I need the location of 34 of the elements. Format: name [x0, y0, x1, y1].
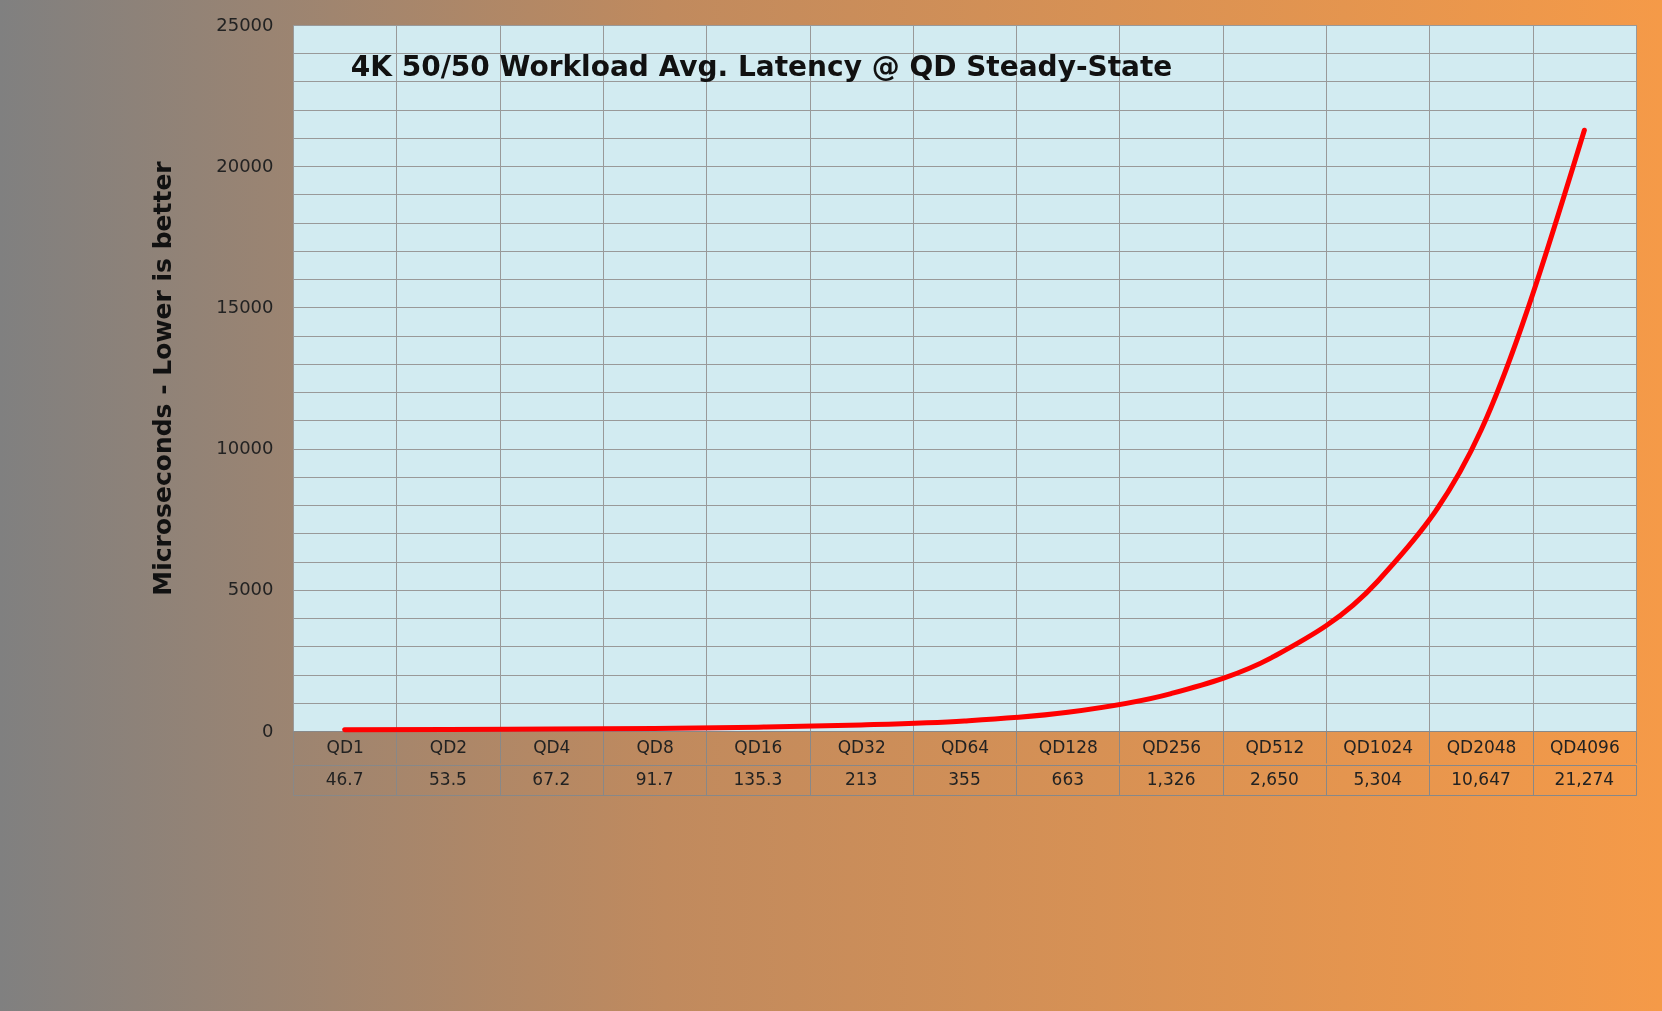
data-label: 67.2 [532, 769, 571, 789]
y-tick-label: 5000 [227, 578, 274, 600]
data-label: 10,647 [1451, 769, 1511, 789]
y-tick-label: 10000 [216, 437, 274, 459]
data-label: 663 [1051, 769, 1085, 789]
data-label: 53.5 [429, 769, 467, 789]
y-tick-label: 25000 [216, 13, 274, 35]
data-label: 1,326 [1146, 769, 1196, 789]
x-tick-label: QD256 [1142, 736, 1202, 757]
x-tick-label: QD16 [734, 736, 783, 757]
x-tick-label: QD64 [940, 736, 990, 757]
x-tick-label: QD1 [326, 736, 364, 757]
x-tick-label: QD8 [636, 736, 674, 757]
x-tick-label: QD4 [533, 736, 571, 757]
x-tick-label: QD32 [837, 736, 886, 757]
data-label: 5,304 [1353, 769, 1403, 789]
x-tick-label: QD2 [429, 736, 468, 757]
data-label: 91.7 [635, 769, 674, 789]
x-tick-label: QD4096 [1549, 736, 1620, 757]
data-label: 355 [948, 769, 981, 789]
x-tick-label: QD1024 [1343, 736, 1414, 757]
y-tick-label: 15000 [216, 295, 274, 317]
y-tick-label: 20000 [216, 154, 274, 176]
x-tick-label: QD128 [1038, 736, 1098, 757]
y-tick-label: 0 [262, 719, 274, 741]
data-label: 213 [844, 769, 878, 789]
x-tick-label: QD512 [1245, 736, 1305, 757]
data-label: 135.3 [733, 769, 783, 789]
text: 4K 50/50 Workload Avg. Latency @ QD Steady-State [350, 50, 1173, 83]
y-axis-title: Microseconds - Lower is better [148, 160, 178, 596]
data-label: 2,650 [1250, 769, 1299, 789]
x-tick-label: QD2048 [1446, 736, 1517, 757]
data-label: 21,274 [1554, 769, 1615, 789]
data-label: 46.7 [325, 769, 364, 789]
